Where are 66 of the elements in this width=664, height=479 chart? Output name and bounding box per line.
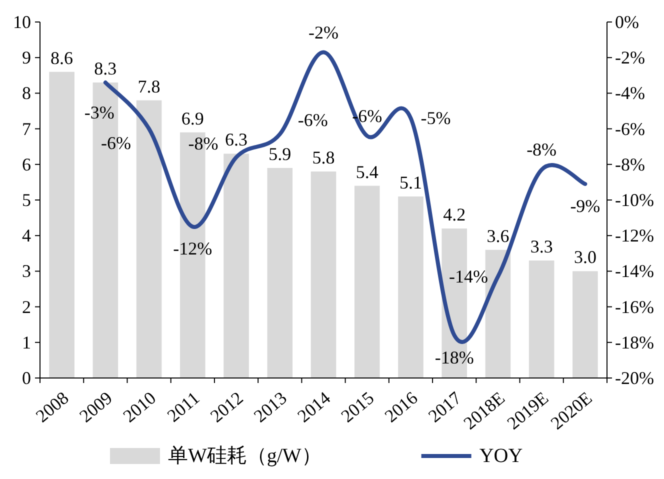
- y2-tick-label: -10%: [615, 190, 654, 210]
- x-tick-label: 2011: [163, 388, 204, 426]
- data-label: -8%: [526, 140, 557, 160]
- data-label: 3.0: [574, 247, 596, 268]
- y-tick-label: 9: [22, 48, 31, 68]
- data-label: -5%: [420, 108, 451, 128]
- y2-tick-label: -20%: [615, 368, 654, 388]
- data-label: -3%: [84, 102, 114, 123]
- data-label: 6.3: [225, 130, 248, 150]
- bar: [224, 154, 249, 378]
- y2-tick-label: -18%: [615, 332, 654, 352]
- bar: [49, 72, 74, 378]
- x-tick-label: 2013: [250, 388, 290, 426]
- x-tick-label: 2010: [119, 388, 160, 426]
- x-tick-label: 2016: [380, 388, 422, 426]
- legend-label: 单W硅耗（g/W）: [168, 445, 322, 467]
- data-label: -8%: [188, 133, 218, 154]
- y-tick-label: 10: [13, 12, 31, 32]
- y2-tick-label: -16%: [615, 296, 654, 317]
- y2-tick-label: 0%: [615, 12, 639, 32]
- y2-tick-label: -14%: [615, 261, 654, 282]
- bar: [267, 168, 293, 378]
- bar: [572, 271, 598, 378]
- bar: [354, 186, 380, 378]
- data-label: -12%: [173, 238, 212, 259]
- y2-tick-label: -8%: [615, 154, 645, 174]
- y-tick-label: 8: [22, 83, 31, 104]
- bar: [398, 196, 424, 378]
- data-label: 5.1: [399, 172, 422, 192]
- data-label: -18%: [434, 347, 474, 368]
- data-label: 6.9: [181, 108, 204, 128]
- data-label: 5.9: [268, 144, 292, 164]
- y2-tick-label: -12%: [615, 226, 654, 246]
- x-tick-label: 2008: [32, 388, 72, 426]
- y-tick-label: 2: [22, 296, 31, 317]
- x-tick-label: 2009: [76, 388, 116, 426]
- y-tick-label: 3: [22, 261, 31, 282]
- data-label: -6%: [101, 132, 132, 153]
- y-tick-label: 4: [22, 226, 31, 246]
- data-label: -6%: [298, 110, 328, 130]
- data-label: -9%: [570, 196, 600, 216]
- data-label: 5.4: [356, 162, 378, 182]
- bar: [528, 260, 554, 378]
- y-tick-label: 5: [22, 190, 31, 210]
- bar: [310, 172, 336, 378]
- bar: [136, 100, 162, 378]
- data-label: 4.2: [443, 204, 466, 224]
- y-tick-label: 7: [22, 118, 31, 139]
- data-label: -2%: [308, 22, 338, 42]
- y2-tick-label: -4%: [615, 83, 645, 104]
- data-label: 7.8: [138, 76, 160, 96]
- y2-tick-label: -6%: [615, 118, 645, 139]
- x-tick-label: 2015: [337, 388, 378, 426]
- y-tick-label: 0: [22, 368, 31, 388]
- y-tick-label: 1: [22, 332, 31, 352]
- data-label: 8.6: [50, 48, 74, 68]
- x-tick-label: 2014: [294, 388, 334, 426]
- legend-label: YOY: [479, 445, 523, 467]
- data-label: -14%: [448, 266, 488, 287]
- y-tick-label: 6: [22, 154, 31, 174]
- x-tick-label: 2012: [206, 388, 247, 426]
- y2-tick-label: -2%: [615, 48, 645, 68]
- data-label: 3.6: [486, 226, 510, 246]
- data-label: 3.3: [530, 236, 553, 257]
- data-label: 8.3: [94, 58, 117, 79]
- data-label: 5.8: [312, 148, 335, 168]
